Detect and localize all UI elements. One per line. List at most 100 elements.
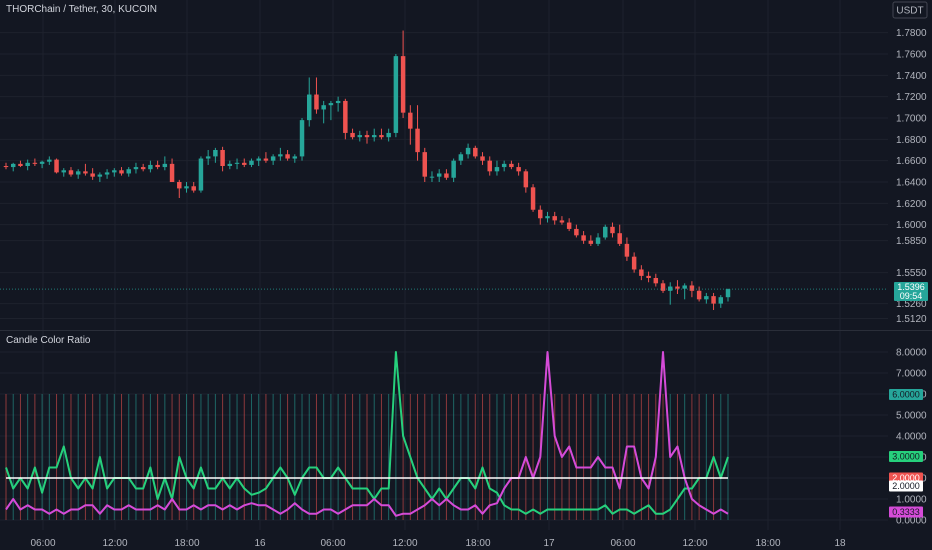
candle-body: [321, 105, 326, 110]
candle-body: [566, 222, 572, 229]
candle-body: [509, 163, 514, 168]
candle: [75, 169, 81, 179]
candle-body: [335, 100, 341, 104]
candle-body: [718, 297, 724, 304]
candle: [480, 152, 485, 165]
candle-body: [653, 278, 659, 284]
candle: [668, 282, 673, 305]
price-tick-label: 1.7800: [896, 28, 927, 39]
candle: [408, 105, 413, 145]
candle-body: [639, 269, 644, 276]
candle-body: [10, 163, 16, 168]
candle-body: [675, 286, 680, 289]
candle: [704, 292, 709, 304]
candle: [386, 128, 391, 142]
candle-body: [126, 169, 131, 174]
indicator-title[interactable]: Candle Color Ratio: [6, 335, 91, 346]
indicator-plot[interactable]: [5, 351, 729, 520]
candle: [162, 156, 168, 171]
candle: [321, 100, 326, 124]
candle: [68, 167, 74, 177]
candle-body: [682, 285, 687, 289]
currency-badge[interactable]: USDT: [892, 1, 928, 19]
currency-badge-bg: [892, 1, 928, 19]
price-plot[interactable]: [0, 30, 888, 310]
candle-body: [393, 56, 399, 133]
candle-body: [458, 154, 464, 161]
price-tick-label: 1.5850: [896, 236, 927, 247]
price-tick-label: 1.6800: [896, 135, 927, 146]
candle: [198, 156, 204, 193]
candle: [307, 77, 312, 127]
currency-badge-label: USDT: [896, 6, 923, 17]
candle-body: [205, 156, 211, 159]
candle: [624, 237, 630, 261]
last-price-tag-bg: [894, 282, 928, 301]
candle: [422, 147, 427, 182]
price-tick-label: 1.6000: [896, 220, 927, 231]
candle: [552, 211, 557, 225]
candle-body: [227, 163, 233, 166]
candle-body: [119, 170, 124, 174]
candle: [3, 162, 9, 170]
price-tick-label: 1.7400: [896, 71, 927, 82]
candle: [133, 162, 139, 174]
candle-body: [538, 209, 543, 219]
candle: [610, 222, 615, 238]
price-tick-label: 1.7000: [896, 114, 927, 125]
candle: [126, 167, 131, 177]
candle: [213, 147, 218, 163]
candle-body: [610, 226, 615, 234]
candle-body: [689, 285, 695, 291]
candle-body: [668, 286, 673, 291]
indicator-axis[interactable]: 0.00001.00002.00003.00004.00005.00006.00…: [896, 348, 927, 527]
time-tick-label: 06:00: [30, 538, 55, 549]
price-tick-label: 1.6400: [896, 178, 927, 189]
candle: [191, 182, 196, 193]
indicator-tag-value: 6.0000: [892, 390, 920, 400]
candle: [574, 224, 579, 238]
candle-body: [696, 290, 702, 300]
candle: [270, 154, 276, 165]
candle: [357, 130, 363, 142]
last-price-value: 1.5396: [897, 282, 925, 292]
candle-body: [234, 162, 240, 164]
time-axis[interactable]: 06:00 12:00 18:00 16 06:00 12:00 18:00 17 06:00 1…: [30, 538, 846, 549]
candle: [725, 288, 731, 302]
indicator-tick-label: 4.0000: [896, 432, 927, 443]
candle-body: [603, 226, 608, 238]
price-tick-label: 1.7200: [896, 92, 927, 103]
candle: [112, 168, 117, 177]
candle: [487, 156, 492, 176]
candle: [140, 163, 146, 172]
candle: [119, 167, 124, 176]
time-tick-label: 06:00: [610, 538, 635, 549]
candle-body: [422, 152, 427, 177]
candle-body: [501, 163, 507, 168]
candle-body: [39, 161, 45, 164]
candle-body: [177, 182, 182, 189]
candle-body: [213, 150, 218, 157]
last-price-countdown: 09:54: [900, 291, 923, 301]
candle: [61, 168, 66, 177]
candle-body: [61, 170, 66, 173]
indicator-tag-value: 2.0000: [892, 481, 920, 491]
candle: [566, 218, 572, 232]
candle-body: [256, 158, 261, 161]
candle: [653, 273, 659, 287]
price-axis[interactable]: 1.5120 1.5260 1.5550 1.5850 1.6000 1.6200 1.64…: [896, 28, 927, 325]
time-tick-label: 18:00: [174, 538, 199, 549]
candle: [350, 128, 355, 140]
candle: [83, 163, 88, 176]
symbol-title[interactable]: THORChain / Tether, 30, KUCOIN: [6, 4, 157, 15]
time-tick-label: 17: [543, 538, 555, 549]
candle-body: [25, 162, 30, 166]
price-tick-label: 1.5260: [896, 299, 927, 310]
candle-body: [155, 164, 160, 168]
candle: [184, 182, 189, 193]
candle: [494, 160, 500, 176]
time-tick-label: 18:00: [465, 538, 490, 549]
candle-body: [184, 186, 189, 189]
candle: [530, 184, 536, 212]
